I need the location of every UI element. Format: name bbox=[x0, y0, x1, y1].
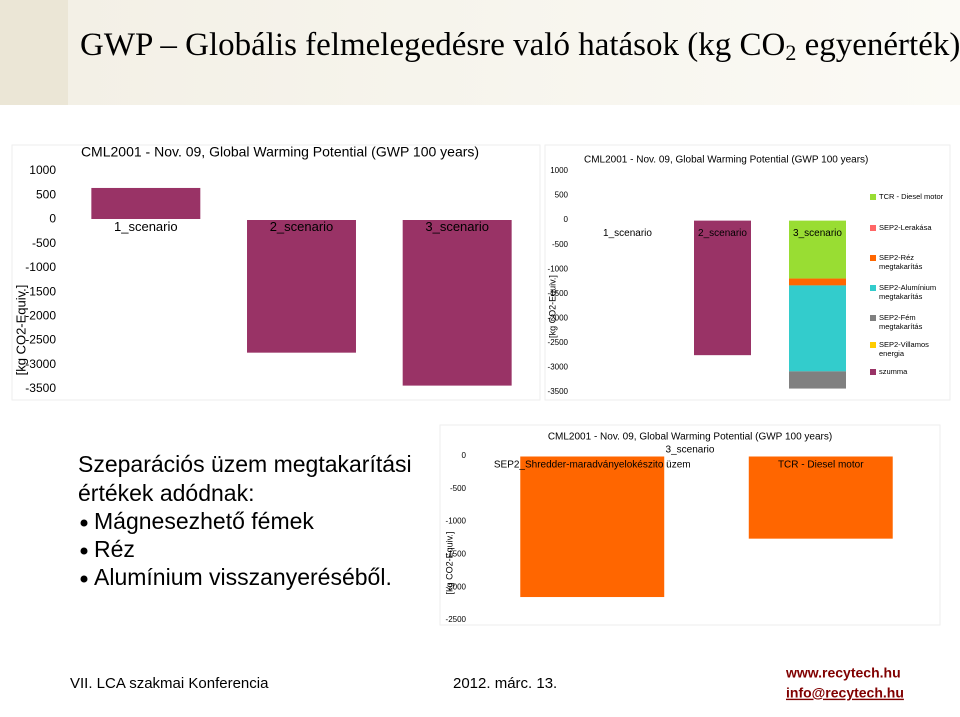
bar bbox=[402, 219, 512, 386]
x-category-label: 3_scenario bbox=[425, 219, 489, 234]
y-tick-label: -3500 bbox=[548, 387, 569, 396]
legend-line: SEP2-Villamos bbox=[879, 340, 929, 349]
y-tick-label: -500 bbox=[552, 240, 569, 249]
y-tick-label: -2000 bbox=[446, 582, 467, 591]
legend-line: megtakarítás bbox=[879, 322, 923, 331]
bar bbox=[748, 456, 893, 539]
y-tick-label: -1500 bbox=[446, 550, 467, 559]
chart-subtitle: 3_scenario bbox=[666, 445, 715, 456]
legend-marker bbox=[870, 194, 876, 200]
legend-label: szumma bbox=[879, 367, 908, 376]
y-tick-label: 1000 bbox=[550, 166, 568, 175]
y-tick-label: -1500 bbox=[25, 284, 56, 298]
bar-segment bbox=[789, 220, 846, 279]
bar bbox=[520, 456, 665, 598]
slide-title: GWP – Globális felmelegedésre való hatás… bbox=[80, 27, 960, 65]
y-tick-label: -1000 bbox=[446, 517, 467, 526]
y-tick-label: -500 bbox=[32, 236, 56, 250]
y-tick-label: -2500 bbox=[25, 333, 56, 347]
legend-line: megtakarítás bbox=[879, 262, 923, 271]
legend-marker bbox=[870, 285, 876, 291]
bullet-text: Alumínium visszanyeréséből. bbox=[94, 564, 392, 590]
y-tick-label: -2500 bbox=[548, 338, 569, 347]
legend-label: SEP2-Villamos energia bbox=[879, 340, 929, 358]
y-tick-label: -3000 bbox=[548, 363, 569, 372]
legend-line: megtakarítás bbox=[879, 292, 923, 301]
footer-link[interactable]: www.recytech.hu bbox=[785, 665, 901, 681]
y-axis-label: [kg CO2-Equiv.] bbox=[13, 285, 28, 376]
y-tick-label: 0 bbox=[564, 215, 569, 224]
footer-date: 2012. márc. 13. bbox=[453, 675, 557, 692]
bar-segment bbox=[789, 278, 846, 286]
y-tick-label: -3000 bbox=[25, 357, 56, 371]
y-tick-label: -1500 bbox=[548, 289, 569, 298]
y-tick-label: 500 bbox=[555, 191, 569, 200]
legend-label: TCR - Diesel motor bbox=[879, 192, 944, 201]
chart-title: CML2001 - Nov. 09, Global Warming Potent… bbox=[548, 432, 832, 443]
bar-segment bbox=[694, 220, 751, 356]
chart-title: CML2001 - Nov. 09, Global Warming Potent… bbox=[584, 155, 868, 166]
y-tick-label: 0 bbox=[462, 451, 467, 460]
legend-marker bbox=[870, 225, 876, 231]
y-axis-label: [kg CO2-Equiv.] bbox=[444, 532, 454, 595]
legend-marker bbox=[870, 369, 876, 375]
legend-label: SEP2-Fém megtakarítás bbox=[879, 313, 923, 331]
y-tick-label: -500 bbox=[450, 484, 467, 493]
y-tick-label: -1000 bbox=[548, 264, 569, 273]
bar bbox=[91, 187, 201, 220]
legend-line: SEP2-Alumínium bbox=[879, 283, 936, 292]
body-text: Szeparációs üzem megtakarítási értékek ad… bbox=[78, 451, 412, 506]
legend-line: SEP2-Fém bbox=[879, 313, 916, 322]
title-main: GWP – Globális felmelegedésre való hatás… bbox=[80, 27, 785, 63]
title-end: egyenérték) bbox=[796, 27, 960, 63]
y-tick-label: 500 bbox=[36, 187, 56, 201]
y-tick-label: 1000 bbox=[29, 163, 56, 177]
body-line: értékek adódnak: bbox=[78, 480, 254, 506]
y-tick-label: -2000 bbox=[548, 313, 569, 322]
bullet-dot bbox=[80, 519, 88, 527]
bullet-text: Mágnesezhető fémek bbox=[94, 508, 314, 534]
legend-label: SEP2-Lerakása bbox=[879, 223, 932, 232]
x-category-label: 2_scenario bbox=[270, 219, 334, 234]
y-tick-label: -2500 bbox=[446, 615, 467, 624]
legend-label: SEP2-Alumínium megtakarítás bbox=[879, 283, 936, 301]
x-category-label: 3_scenario bbox=[793, 228, 842, 239]
body-line: Szeparációs üzem megtakarítási bbox=[78, 451, 412, 477]
x-category-label: SEP2_Shredder-maradványelokészito üzem bbox=[494, 460, 691, 471]
x-category-label: TCR - Diesel motor bbox=[778, 460, 864, 471]
x-category-label: 1_scenario bbox=[114, 219, 178, 234]
title-corner bbox=[0, 0, 68, 105]
title-sub: 2 bbox=[785, 40, 796, 65]
title-band bbox=[68, 0, 960, 105]
x-category-label: 1_scenario bbox=[603, 228, 652, 239]
legend-line: energia bbox=[879, 349, 905, 358]
bar-segment bbox=[789, 371, 846, 389]
legend-line: SEP2-Réz bbox=[879, 253, 914, 262]
chart-title: CML2001 - Nov. 09, Global Warming Potent… bbox=[81, 144, 479, 160]
footer-text: VII. LCA szakmai Konferencia bbox=[70, 675, 269, 692]
legend-marker bbox=[870, 342, 876, 348]
bullet-dot bbox=[80, 547, 88, 555]
y-tick-label: 0 bbox=[49, 212, 56, 226]
y-tick-label: -3500 bbox=[25, 381, 56, 395]
legend-marker bbox=[870, 255, 876, 261]
bar bbox=[247, 219, 356, 353]
bar-segment bbox=[789, 285, 846, 372]
x-category-label: 2_scenario bbox=[698, 228, 747, 239]
bullet-text: Réz bbox=[94, 536, 135, 562]
y-axis-label: [kg CO2-Equiv.] bbox=[547, 275, 557, 338]
bullet-dot bbox=[80, 575, 88, 583]
legend-label: SEP2-Réz megtakarítás bbox=[879, 253, 923, 271]
y-tick-label: -2000 bbox=[25, 309, 56, 323]
y-tick-label: -1000 bbox=[25, 260, 56, 274]
footer-link[interactable]: info@recytech.hu bbox=[786, 685, 904, 701]
legend-marker bbox=[870, 315, 876, 321]
